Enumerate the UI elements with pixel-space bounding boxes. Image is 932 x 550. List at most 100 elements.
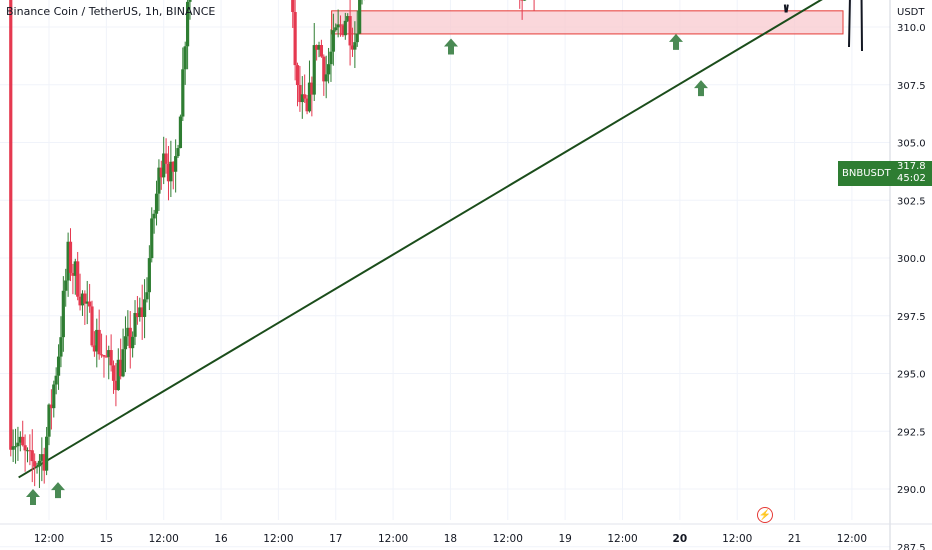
candle-body	[45, 436, 49, 471]
candle-body	[71, 272, 75, 276]
candle-body	[147, 258, 151, 293]
candle-body	[166, 163, 171, 182]
candle-body	[298, 85, 302, 103]
candle-body	[35, 466, 39, 468]
y-tick-label-6: 302.5	[897, 196, 926, 207]
chart-title: Binance Coin / TetherUS, 1h, BINANCE	[6, 5, 216, 18]
candle-body	[307, 82, 312, 112]
candle-body	[111, 365, 116, 381]
up-arrow-marker-3	[444, 38, 458, 55]
candle-body	[162, 153, 166, 178]
candle-body	[90, 306, 94, 346]
candle-body	[171, 161, 175, 172]
candle-body	[315, 45, 319, 50]
last-price-tag: 317.8 45:02	[894, 161, 932, 186]
candle-body	[73, 261, 77, 276]
x-tick-label-13: 21	[788, 533, 801, 545]
x-tick-label-2: 12:00	[149, 533, 179, 545]
candle-body	[114, 380, 118, 391]
candle-body	[40, 454, 44, 461]
candle-body	[119, 359, 123, 377]
candle-body	[18, 436, 22, 443]
up-arrow-marker-1	[26, 489, 40, 505]
candle-body	[176, 148, 180, 157]
up-arrow-marker-2	[51, 482, 65, 499]
x-tick-label-4: 12:00	[263, 533, 293, 545]
candle-body	[319, 45, 324, 57]
candle-body	[303, 94, 307, 99]
up-arrow-marker-4	[669, 33, 683, 50]
candle-body	[64, 280, 68, 291]
flash-icon[interactable]: ⚡	[757, 507, 773, 523]
candle-body	[188, 0, 192, 2]
candle-body	[92, 345, 97, 352]
candle-body	[291, 0, 295, 13]
candle-body	[123, 336, 128, 350]
last-price: 317.8	[897, 161, 926, 172]
y-tick-label-8: 307.5	[897, 81, 926, 92]
candle-body	[295, 65, 300, 86]
candle-body	[355, 33, 359, 43]
candle-body	[121, 349, 125, 377]
candle-body	[334, 27, 338, 31]
x-tick-label-10: 12:00	[607, 533, 637, 545]
y-tick-label-5: 300.0	[897, 254, 926, 265]
candle-body	[140, 307, 144, 317]
ascending-trendline	[18, 0, 823, 479]
candle-body	[116, 359, 120, 391]
candle-body	[83, 293, 87, 304]
x-tick-label-11: 20	[673, 533, 688, 545]
candle-body	[310, 82, 314, 95]
y-tick-label-2: 292.5	[897, 427, 926, 438]
x-tick-label-7: 18	[444, 533, 457, 545]
candle-body	[341, 25, 345, 36]
candle-body	[336, 24, 340, 28]
candle-body	[157, 167, 161, 194]
candle-body	[47, 404, 51, 437]
candle-body	[80, 293, 85, 306]
candle-body	[138, 307, 142, 318]
candle-body	[338, 24, 343, 26]
candle-body	[326, 64, 331, 75]
candle-body	[185, 1, 190, 47]
y-tick-label-3: 295.0	[897, 370, 926, 381]
candle-body	[145, 292, 149, 300]
candle-body	[23, 445, 27, 451]
candle-body	[154, 193, 159, 214]
x-tick-label-8: 12:00	[493, 533, 523, 545]
candle-body	[350, 45, 355, 50]
candle-body	[346, 16, 350, 21]
candle-body	[97, 329, 101, 355]
candle-body	[142, 299, 147, 317]
candle-body	[54, 375, 58, 385]
candle-body	[28, 450, 32, 452]
candle-body	[159, 167, 163, 178]
x-tick-label-0: 12:00	[34, 533, 64, 545]
candle-body	[11, 446, 15, 450]
candle-body	[300, 94, 304, 103]
up-arrow-marker-5	[694, 80, 708, 97]
x-tick-label-9: 19	[558, 533, 571, 545]
candle-body	[169, 161, 173, 182]
candle-body	[305, 98, 309, 112]
candle-body	[317, 45, 321, 50]
candle-body	[174, 156, 178, 172]
candle-body	[135, 312, 140, 318]
y-tick-label-0: 287.5	[897, 543, 926, 550]
candle-body	[107, 350, 111, 357]
x-tick-label-14: 12:00	[837, 533, 867, 545]
candle-body	[324, 74, 328, 82]
x-tick-label-1: 15	[100, 533, 113, 545]
y-tick-label-7: 305.0	[897, 139, 926, 150]
candle-body	[152, 213, 156, 219]
x-tick-label-6: 12:00	[378, 533, 408, 545]
candle-body	[133, 312, 137, 337]
candle-body	[164, 153, 168, 164]
x-tick-label-5: 17	[329, 533, 342, 545]
candle-body	[312, 45, 316, 95]
symbol-badge: BNBUSDT	[838, 161, 894, 186]
candle-body	[30, 450, 34, 462]
candle-body	[95, 329, 99, 352]
candle-body	[331, 30, 335, 52]
